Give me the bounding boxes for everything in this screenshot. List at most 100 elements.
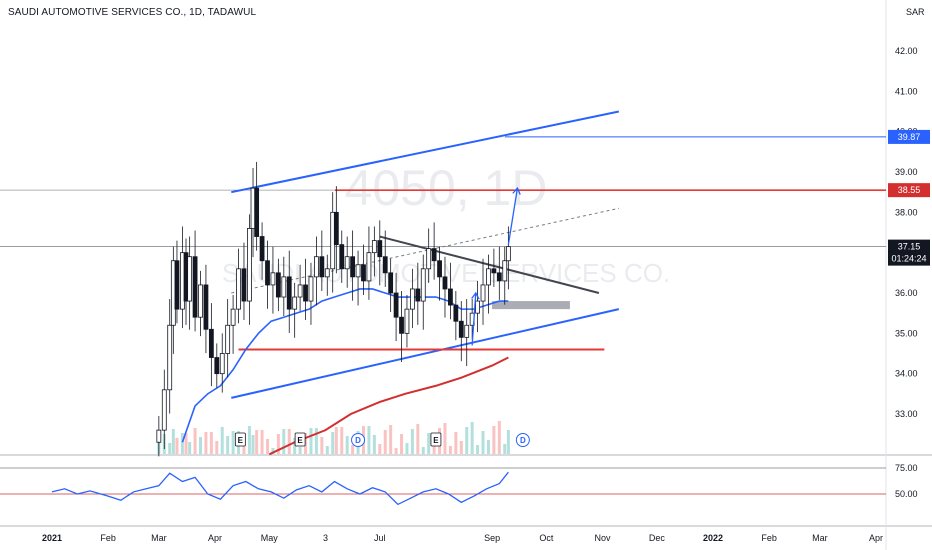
candle (265, 240, 270, 309)
breakout-arrow-large-head (512, 186, 521, 195)
candle-body (324, 268, 330, 278)
candle-body (475, 300, 480, 314)
candle-body (246, 228, 252, 302)
candle (399, 290, 404, 362)
candle-body (502, 260, 508, 282)
time-tick-label: 2022 (703, 533, 723, 543)
candle-body (241, 268, 247, 302)
time-tick-label: Mar (151, 533, 167, 543)
candle (448, 262, 453, 320)
candle-body (270, 272, 276, 286)
candle (393, 272, 399, 341)
candle (505, 226, 511, 290)
event-label: E (238, 436, 244, 445)
candle (420, 254, 426, 330)
candle (344, 236, 350, 288)
candle (319, 230, 325, 291)
candle-body (344, 256, 350, 270)
rsi-tick-label: 50.00 (895, 489, 918, 499)
volume-bar (383, 430, 387, 454)
candle (198, 270, 203, 337)
event-box (294, 432, 306, 447)
time-tick-label: Sep (484, 533, 500, 543)
candle (377, 220, 383, 286)
resistance-price-tag: 38.55 (888, 183, 930, 198)
earnings-event-marker: E (294, 432, 306, 447)
candle (236, 248, 241, 324)
candle (308, 262, 314, 325)
candle-body (361, 264, 366, 282)
candle-body (292, 296, 298, 310)
time-tick-label: Nov (595, 533, 612, 543)
candle (426, 228, 432, 283)
volume-bar (320, 437, 324, 454)
volume-bar (298, 447, 302, 454)
candle-body (275, 272, 281, 298)
volume-bar (506, 430, 510, 454)
time-tick-label: Dec (649, 533, 666, 543)
volume-bar (497, 421, 501, 454)
candle (254, 161, 260, 251)
candle (458, 301, 464, 362)
candle-body (496, 272, 502, 282)
candle (502, 246, 508, 305)
price-tick-label: 42.00 (895, 46, 918, 56)
volume-bar (378, 444, 382, 454)
price-tick-label: 34.00 (895, 369, 918, 379)
target-price-tag: 39.87 (888, 129, 930, 144)
candle (187, 236, 193, 330)
rsi-line (51, 471, 509, 506)
earnings-event-marker: E (430, 432, 442, 447)
candle-body (203, 284, 209, 330)
volume-bar (367, 426, 371, 454)
countdown-text: 01:24:24 (891, 254, 926, 264)
price-tag-text: 38.55 (898, 185, 921, 195)
candle-body (236, 268, 241, 310)
candle-body (491, 268, 497, 274)
candle (453, 290, 459, 341)
volume-bar (247, 426, 251, 454)
candle (292, 282, 298, 338)
candle-body (259, 236, 265, 262)
candle (361, 244, 366, 296)
volume-bar (193, 428, 197, 454)
volume-bar (260, 430, 264, 454)
candle-body (426, 248, 432, 270)
volume-bar (276, 434, 280, 454)
event-circle (515, 433, 530, 447)
candle-body (458, 320, 464, 338)
candle (442, 256, 448, 318)
candle-body (453, 304, 459, 322)
time-tick-label: May (261, 533, 279, 543)
candle (214, 343, 220, 388)
candle-body (371, 240, 377, 254)
dividend-event-marker: D (351, 433, 366, 447)
volume-bar (242, 440, 246, 454)
candle (281, 256, 287, 316)
volume-bar (180, 433, 184, 454)
rsi-tick-label: 75.00 (895, 463, 918, 473)
volume-bar (400, 434, 404, 454)
descending-trendline (379, 235, 600, 294)
volume-bar (334, 427, 338, 454)
candle-body (198, 284, 203, 318)
watermark-ticker: 4050, 1D (345, 160, 548, 216)
volume-bar (325, 446, 329, 454)
volume-bar (255, 430, 259, 454)
volume-bar (351, 445, 355, 454)
candle-body (388, 272, 394, 294)
earnings-event-marker: E (234, 432, 246, 447)
volume-bar (266, 439, 270, 454)
candle (259, 222, 265, 280)
candle (464, 299, 470, 367)
volume-bar (372, 435, 376, 454)
sma-line (268, 356, 509, 456)
candle (371, 226, 377, 277)
candle (366, 226, 372, 300)
time-tick-label: Mar (812, 533, 828, 543)
candle-body (339, 244, 345, 270)
volume-bar (492, 426, 496, 454)
candle (303, 258, 308, 321)
